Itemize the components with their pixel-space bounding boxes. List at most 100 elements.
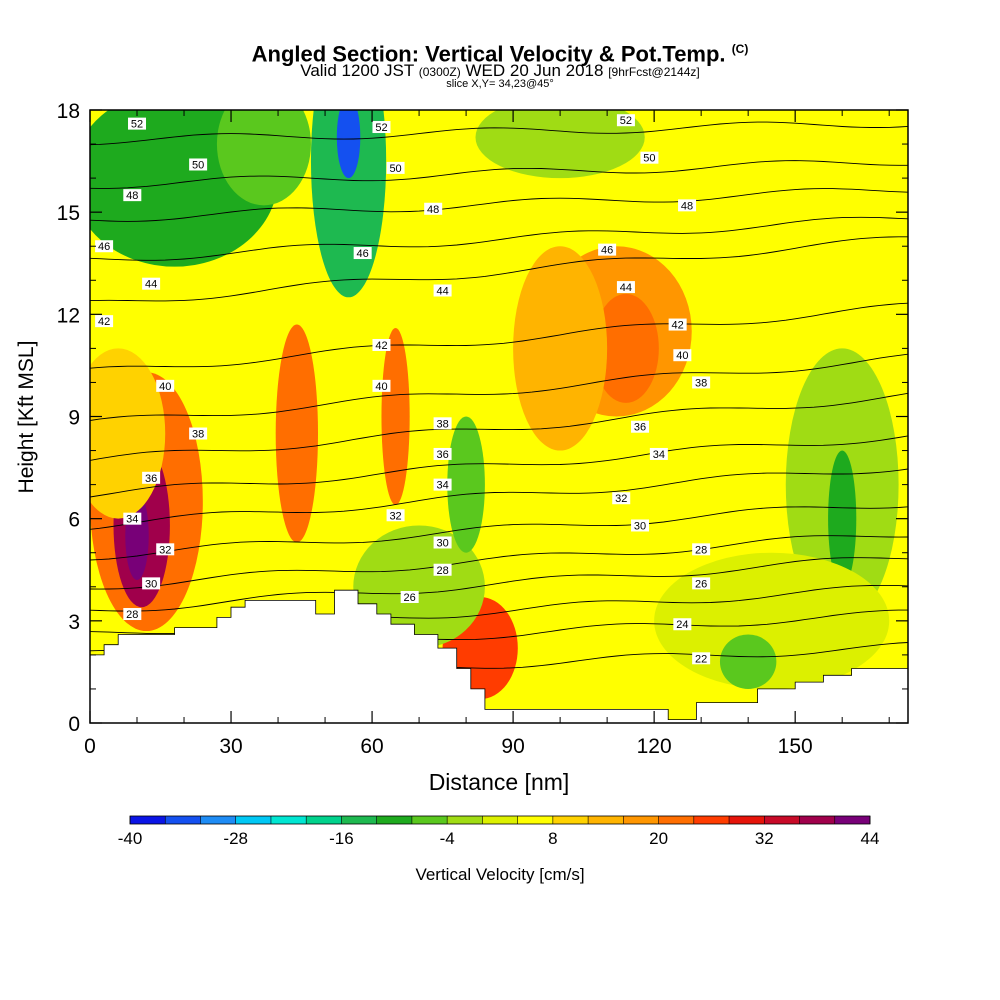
- contour-label-text: 38: [192, 429, 204, 441]
- contour-label-39: 26: [400, 590, 419, 604]
- x-tick-label: 90: [501, 735, 524, 758]
- contour-label-bg: [386, 509, 405, 522]
- contour-label-18: 40: [156, 379, 175, 393]
- contour-label-bg: [640, 151, 659, 164]
- contour-label-bg: [142, 471, 161, 484]
- contour-label-38: 28: [692, 543, 711, 556]
- contour-label-text: 48: [126, 190, 138, 202]
- colorbar-tick-label: -40: [118, 829, 143, 848]
- colorbar-swatch-15: [658, 816, 695, 824]
- contour-label-23: 38: [692, 376, 711, 389]
- contour-label-bg: [424, 202, 443, 215]
- velocity-cell-12: [336, 110, 361, 179]
- contour-label-bg: [386, 161, 405, 174]
- theta-contour-44: [90, 236, 908, 302]
- theta-contour-52: [90, 121, 908, 146]
- contour-label-16: 42: [372, 338, 391, 352]
- contour-label-text: 50: [643, 153, 655, 165]
- contour-label-11: 46: [598, 243, 617, 257]
- chart-title-units: (C): [731, 42, 749, 56]
- contour-label-9: 46: [95, 240, 114, 253]
- colorbar-swatch-12: [552, 816, 589, 824]
- theta-contour-50: [90, 160, 908, 189]
- colorbar-tick-label: -28: [223, 829, 248, 848]
- colorbar-swatch-16: [693, 816, 730, 824]
- contour-label-bg: [433, 563, 452, 576]
- contour-label-text: 50: [192, 159, 204, 171]
- colorbar-tick-label: 20: [649, 829, 668, 848]
- contour-label-text: 28: [695, 544, 707, 556]
- contour-label-42: 22: [692, 652, 711, 665]
- contour-label-text: 38: [436, 418, 448, 430]
- x-axis-title: Distance [nm]: [429, 769, 570, 795]
- contour-label-30: 32: [156, 543, 175, 556]
- colorbar-swatch-17: [729, 816, 765, 824]
- contour-label-32: 32: [612, 492, 631, 505]
- y-tick-label: 3: [68, 611, 80, 634]
- contour-label-text: 36: [145, 473, 157, 485]
- contour-label-text: 38: [695, 377, 707, 389]
- contour-label-text: 44: [145, 279, 157, 291]
- theta-contour-36: [90, 435, 908, 498]
- contour-label-7: 48: [424, 202, 443, 216]
- subtitle-date: WED 20 Jun 2018: [465, 61, 604, 80]
- terrain: [90, 589, 908, 723]
- contour-label-text: 52: [131, 119, 143, 131]
- contour-label-text: 48: [427, 204, 439, 216]
- contour-label-text: 32: [159, 544, 171, 556]
- colorbar-swatch-1: [165, 816, 201, 824]
- contour-label-3: 50: [189, 158, 208, 171]
- contour-label-bg: [616, 114, 635, 127]
- contour-label-29: 34: [649, 447, 668, 461]
- colorbar-tick-label: 8: [548, 829, 557, 848]
- colorbar-swatch-6: [341, 816, 377, 824]
- contour-label-text: 40: [676, 350, 688, 362]
- contour-label-5: 50: [640, 151, 659, 165]
- colorbar-tick-label: 44: [861, 829, 880, 848]
- contour-label-28: 34: [433, 478, 452, 492]
- contour-label-text: 42: [375, 340, 387, 352]
- colorbar-swatch-5: [306, 816, 342, 824]
- subtitle-forecast: [9hrFcst@2144z]: [608, 65, 700, 79]
- colorbar-swatch-14: [623, 816, 659, 824]
- contour-label-bg: [433, 478, 452, 491]
- contour-label-text: 30: [145, 578, 157, 590]
- contour-label-text: 42: [672, 320, 684, 332]
- colorbar-swatch-20: [834, 816, 871, 824]
- chart-subtitle: Valid 1200 JST (0300Z) WED 20 Jun 2018 […: [0, 61, 1000, 82]
- contour-label-text: 36: [436, 449, 448, 461]
- contour-label-37: 28: [433, 563, 452, 577]
- colorbar-swatch-13: [588, 816, 624, 824]
- contour-label-text: 52: [375, 122, 387, 134]
- contour-label-bg: [692, 577, 711, 590]
- colorbar-tick-label: -16: [329, 829, 354, 848]
- theta-contour-48: [90, 188, 908, 222]
- contour-label-bg: [156, 543, 175, 556]
- contour-label-bg: [678, 199, 697, 212]
- contour-label-text: 32: [389, 510, 401, 522]
- contour-label-20: 40: [673, 349, 692, 362]
- contour-label-bg: [128, 117, 147, 130]
- contour-label-bg: [616, 281, 635, 294]
- colorbar-swatch-0: [130, 816, 166, 824]
- contour-label-text: 34: [653, 449, 665, 461]
- contour-label-27: 34: [123, 512, 142, 526]
- contour-label-bg: [372, 121, 391, 134]
- contour-label-text: 50: [389, 163, 401, 175]
- contour-label-bg: [673, 618, 692, 631]
- contour-label-bg: [631, 420, 650, 433]
- y-tick-label: 15: [57, 202, 80, 225]
- subtitle-utc: (0300Z): [418, 65, 461, 79]
- contour-label-34: 30: [433, 536, 452, 550]
- contour-label-bg: [123, 512, 142, 525]
- contour-label-bg: [612, 492, 631, 505]
- contour-label-31: 32: [386, 509, 405, 522]
- contour-label-bg: [668, 318, 687, 331]
- colorbar-tick-label: -4: [440, 829, 455, 848]
- contour-label-bg: [433, 284, 452, 297]
- contour-label-bg: [433, 417, 452, 430]
- contour-label-33: 30: [142, 577, 161, 590]
- y-tick-label: 18: [57, 100, 80, 123]
- theta-contour-34: [90, 468, 908, 530]
- theta-contour-40: [90, 353, 908, 421]
